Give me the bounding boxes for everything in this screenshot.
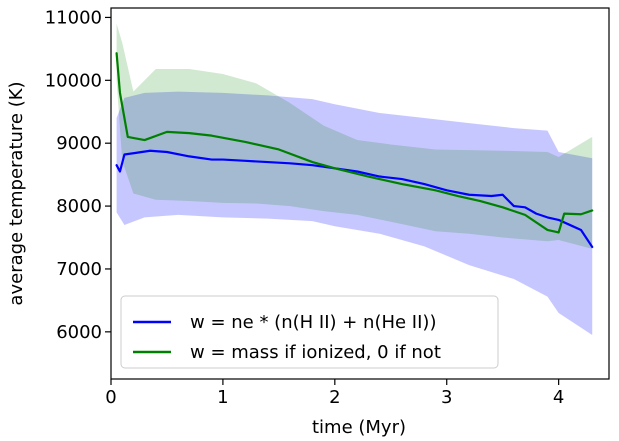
x-tick-label-0: 0 [105, 387, 116, 408]
x-axis-ticks: 0 1 2 3 4 [105, 379, 564, 408]
legend: w = ne * (n(H II) + n(He II)) w = mass i… [120, 295, 499, 369]
series-lines-layer [115, 52, 594, 249]
series-0-line [115, 149, 594, 249]
confidence-bands-layer [116, 23, 593, 335]
x-tick-label-4: 4 [553, 387, 564, 408]
series-0-band [116, 91, 593, 335]
y-tick-label-3: 9000 [56, 133, 102, 154]
plot-frame [110, 7, 610, 380]
legend-box [120, 295, 499, 369]
x-tick-label-3: 3 [441, 387, 452, 408]
y-tick-label-0: 6000 [56, 322, 102, 343]
x-tick-label-1: 1 [217, 387, 228, 408]
series-1-line [115, 52, 594, 234]
y-axis-label: average temperature (K) [6, 81, 27, 305]
y-tick-label-5: 11000 [45, 7, 102, 28]
x-axis-label: time (Myr) [312, 417, 406, 438]
y-axis-ticks: 6000 7000 8000 9000 10000 11000 [45, 7, 111, 343]
y-tick-label-2: 8000 [56, 196, 102, 217]
series-1-band [116, 23, 593, 249]
y-tick-label-4: 10000 [45, 70, 102, 91]
legend-label-1: w = mass if ionized, 0 if not [190, 342, 441, 363]
x-tick-label-2: 2 [329, 387, 340, 408]
y-tick-label-1: 7000 [56, 259, 102, 280]
legend-label-0: w = ne * (n(H II) + n(He II)) [190, 312, 436, 333]
